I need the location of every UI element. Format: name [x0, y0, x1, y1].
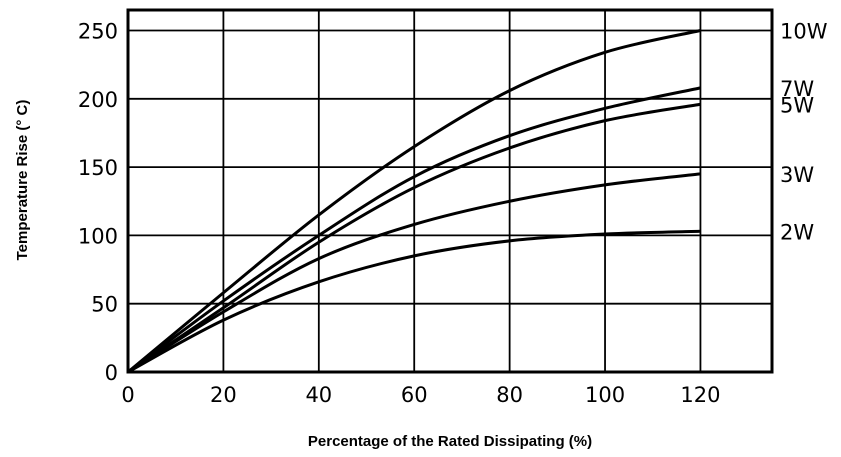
x-tick-labels: 0 20 40 60 80 100 120: [121, 383, 720, 407]
series-line-5W: [127, 102, 701, 374]
grid: [128, 10, 772, 372]
y-tick-labels: 0 50 100 150 200 250: [78, 19, 118, 385]
y-tick-label: 50: [91, 293, 118, 317]
series-line-2W: [127, 229, 701, 374]
x-tick-label: 120: [680, 383, 720, 407]
y-tick-label: 150: [78, 156, 118, 180]
series-label-7W: 7W: [780, 77, 814, 101]
plot-frame: [126, 8, 774, 374]
x-tick-label: 100: [585, 383, 625, 407]
x-tick-label: 20: [210, 383, 237, 407]
series-label-2W: 2W: [780, 220, 814, 244]
x-tick-label: 0: [121, 383, 134, 407]
series-label-3W: 3W: [780, 163, 814, 187]
x-axis-title: Percentage of the Rated Dissipating (%): [308, 433, 592, 450]
y-tick-label: 100: [78, 224, 118, 248]
y-tick-label: 0: [105, 361, 118, 385]
x-tick-label: 60: [401, 383, 428, 407]
series-label-5W: 5W: [780, 93, 814, 117]
y-axis-title: Temperature Rise (° C): [14, 100, 31, 261]
x-tick-label: 40: [305, 383, 332, 407]
series-label-10W: 10W: [780, 19, 828, 43]
x-tick-label: 80: [496, 383, 523, 407]
y-tick-label: 250: [78, 19, 118, 43]
y-tick-label: 200: [78, 88, 118, 112]
series-lines: [127, 29, 701, 374]
series-line-10W: [127, 29, 701, 374]
series-line-3W: [127, 172, 701, 374]
series-line-7W: [127, 86, 701, 374]
